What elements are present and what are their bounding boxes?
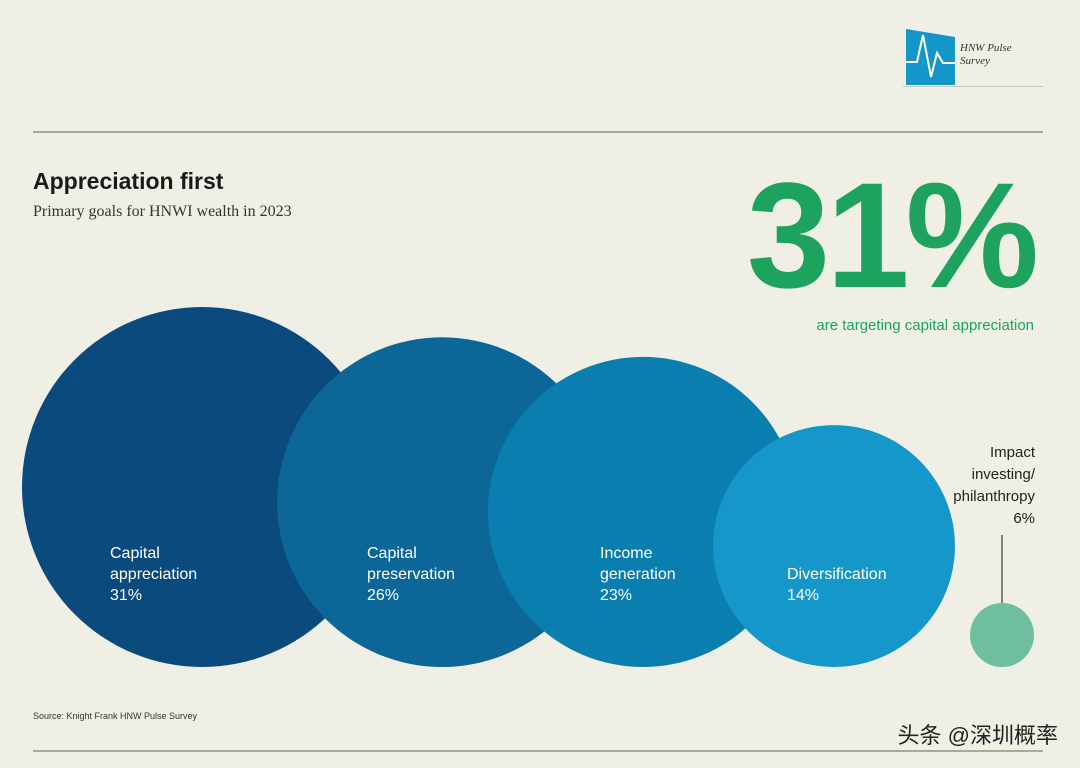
bubble-0 <box>22 307 382 667</box>
bottom-divider <box>33 750 1043 752</box>
bubble-2 <box>487 356 799 667</box>
top-divider <box>33 131 1043 133</box>
bubble-4 <box>970 603 1034 667</box>
bubble-label-1: Capital preservation 26% <box>367 545 456 604</box>
chart-title: Appreciation first <box>33 168 224 194</box>
highlight-caption: are targeting capital appreciation <box>816 317 1034 334</box>
source-note: Source: Knight Frank HNW Pulse Survey <box>33 711 198 721</box>
watermark: 头条 @深圳概率 <box>897 723 1058 748</box>
chart-subtitle: Primary goals for HNWI wealth in 2023 <box>33 203 292 220</box>
bubble-label-2: Income generation 23% <box>600 545 676 604</box>
bubble-label-0: Capital appreciation 31% <box>110 545 198 604</box>
bubble-label-3: Diversification 14% <box>787 566 887 604</box>
logo-icon <box>906 29 955 85</box>
highlight-value: 31% <box>746 151 1039 319</box>
logo-text: HNW Pulse Survey <box>960 42 1012 67</box>
bubble-label-4: Impact investing/philanthropy 6% <box>953 444 1035 527</box>
logo-divider <box>903 86 1043 87</box>
bubble-3 <box>713 425 955 667</box>
